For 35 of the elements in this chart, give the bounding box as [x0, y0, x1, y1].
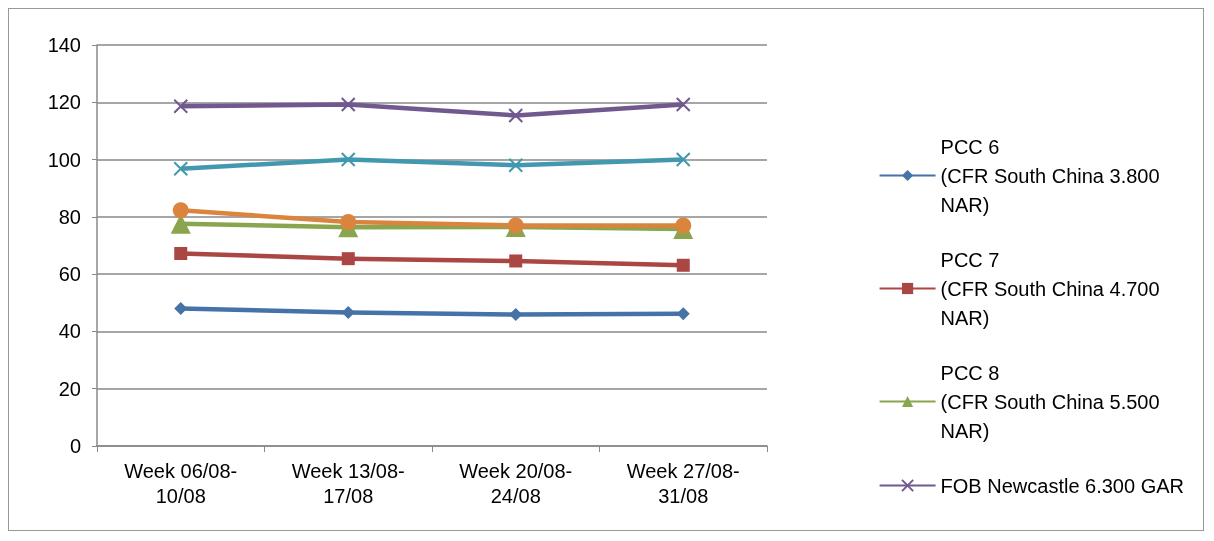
point — [508, 157, 524, 173]
point — [675, 217, 692, 234]
point — [174, 247, 188, 261]
x-tick-label: Week 13/08- 17/08 — [291, 459, 405, 507]
point — [172, 202, 189, 219]
point — [173, 98, 189, 114]
legend-label: FOB Newcastle 6.300 GAR — [940, 474, 1185, 497]
y-tick-label: 120 — [47, 91, 81, 114]
point — [340, 152, 356, 168]
x-tick-label: Week 06/08- 10/08 — [124, 459, 238, 507]
x-tick-label: Week 27/08- 31/08 — [626, 459, 740, 507]
legend-label: PCC 7 (CFR South China 4.700 NAR) — [940, 248, 1160, 329]
point — [509, 254, 523, 268]
legend-label: PCC 6 (CFR South China 3.800 NAR) — [940, 135, 1160, 216]
point — [173, 161, 189, 177]
point — [675, 97, 691, 113]
point — [676, 258, 690, 272]
y-tick-label: 40 — [58, 320, 81, 343]
point — [509, 308, 523, 322]
y-tick-label: 0 — [69, 435, 81, 457]
point — [508, 107, 524, 123]
point — [676, 307, 690, 321]
y-tick-label: 80 — [58, 205, 81, 228]
x-tick-label: Week 20/08- 24/08 — [459, 459, 573, 507]
y-tick-label: 20 — [58, 377, 81, 400]
point — [341, 306, 355, 320]
y-tick-label: 140 — [47, 34, 81, 56]
legend-label: PCC 8 (CFR South China 5.500 NAR) — [940, 361, 1160, 442]
point — [174, 302, 188, 316]
point — [341, 252, 355, 266]
y-tick-label: 60 — [58, 263, 81, 286]
y-tick-label: 100 — [47, 148, 81, 171]
point — [340, 214, 357, 231]
point — [675, 152, 691, 168]
point — [340, 97, 356, 113]
